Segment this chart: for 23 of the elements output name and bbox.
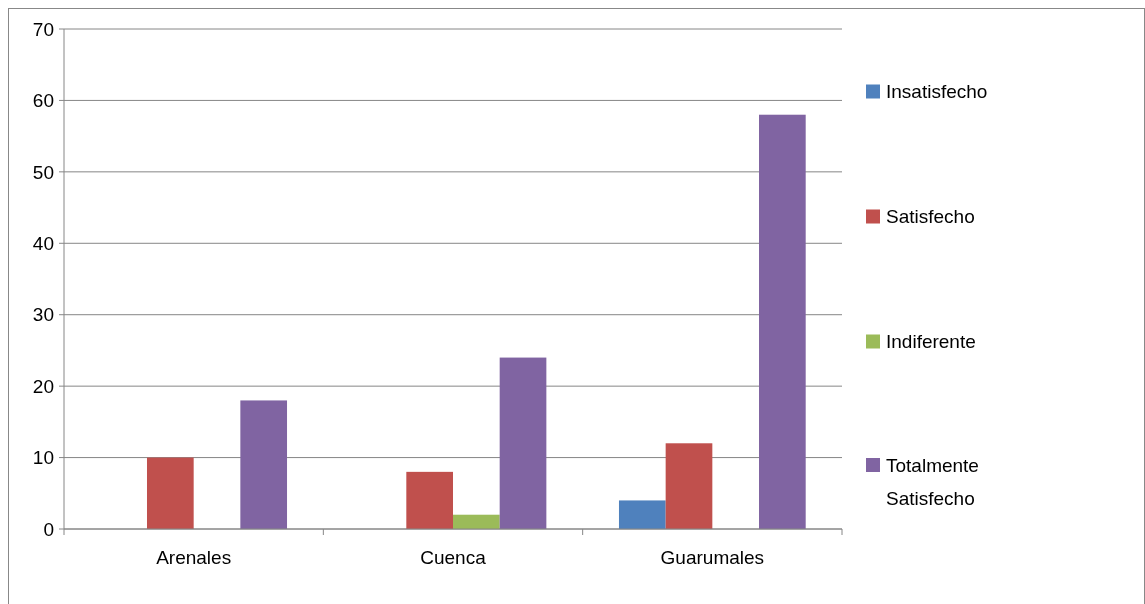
y-tick-label: 10	[32, 447, 54, 469]
bar	[618, 500, 666, 529]
y-tick-label: 30	[32, 304, 54, 326]
legend-label: Indiferente	[886, 331, 976, 353]
bar	[759, 114, 806, 529]
y-tick-label: 50	[32, 161, 54, 183]
legend-label: Insatisfecho	[886, 81, 988, 103]
legend-label: Satisfecho	[886, 206, 975, 228]
bar	[146, 457, 194, 529]
x-tick-label: Cuenca	[420, 547, 487, 568]
x-tick-label: Arenales	[156, 547, 232, 568]
legend-label: Totalmente Satisfecho	[886, 454, 979, 509]
x-tick-label: Guarumales	[660, 547, 765, 568]
bar	[665, 443, 713, 529]
y-tick-label: 40	[32, 232, 54, 254]
bar	[406, 471, 453, 529]
y-tick-label: 70	[32, 18, 54, 40]
bar	[240, 400, 288, 529]
y-tick-label: 20	[32, 375, 54, 397]
bar	[499, 357, 547, 529]
bar	[453, 514, 500, 529]
y-tick-label: 60	[32, 90, 54, 112]
y-tick-label: 0	[43, 518, 54, 540]
